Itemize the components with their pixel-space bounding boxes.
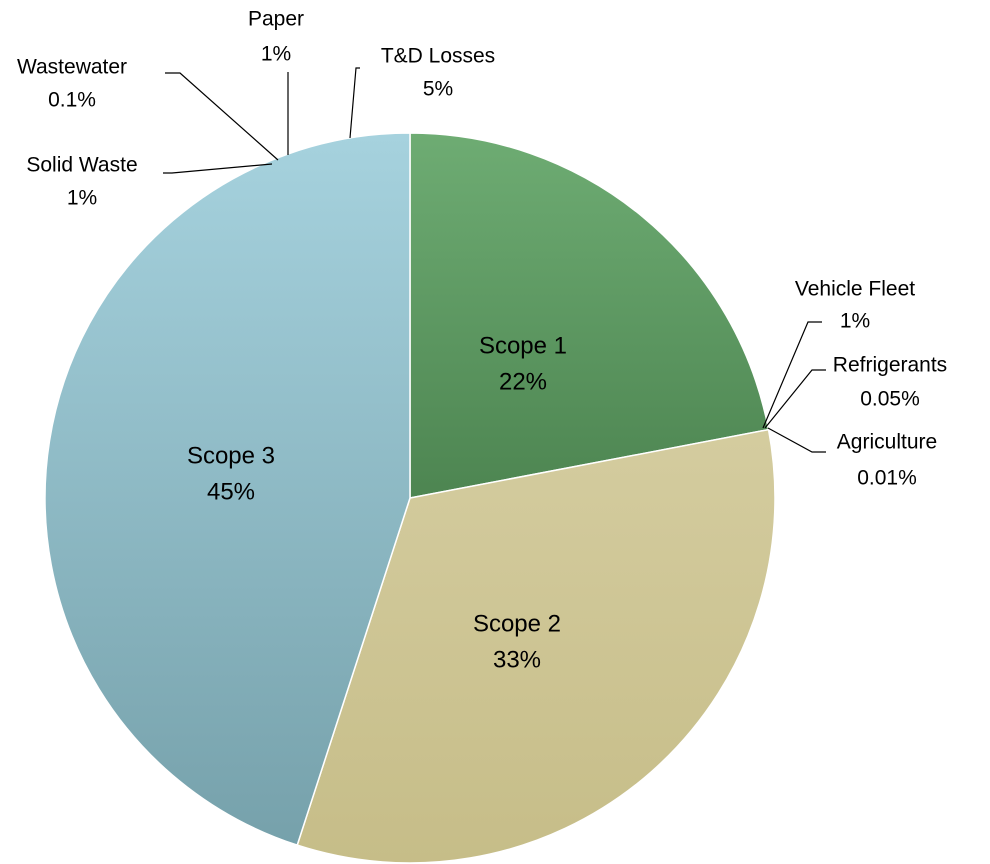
leader-line [767, 427, 826, 453]
leader-line [163, 163, 273, 174]
annotation-value: 1% [67, 187, 97, 210]
annotation-value: 1% [261, 43, 291, 66]
pie-slice [409, 132, 770, 499]
slice-label: Scope 3 [187, 442, 275, 469]
slice-label: Scope 1 [479, 332, 567, 359]
annotation-value: 0.1% [48, 89, 96, 112]
leader-line [762, 321, 822, 429]
slice-value: 45% [207, 478, 255, 505]
annotation-label: T&D Losses [381, 45, 495, 68]
slice-label: Scope 2 [473, 610, 561, 637]
annotation-label: Wastewater [17, 56, 127, 79]
leader-line [349, 67, 360, 139]
annotation-label: Agriculture [837, 431, 937, 454]
annotation-value: 1% [840, 310, 870, 333]
annotation-label: Refrigerants [833, 354, 947, 377]
pie-slice [44, 132, 411, 847]
pie-slice [296, 428, 776, 864]
annotation-label: Solid Waste [26, 154, 137, 177]
leader-line [764, 369, 826, 429]
slice-value: 33% [493, 646, 541, 673]
leader-line [165, 72, 279, 161]
annotation-label: Paper [248, 8, 304, 31]
annotation-value: 0.01% [857, 467, 917, 490]
slice-value: 22% [499, 368, 547, 395]
annotation-value: 5% [423, 78, 453, 101]
annotation-value: 0.05% [860, 388, 920, 411]
annotation-label: Vehicle Fleet [795, 278, 915, 301]
